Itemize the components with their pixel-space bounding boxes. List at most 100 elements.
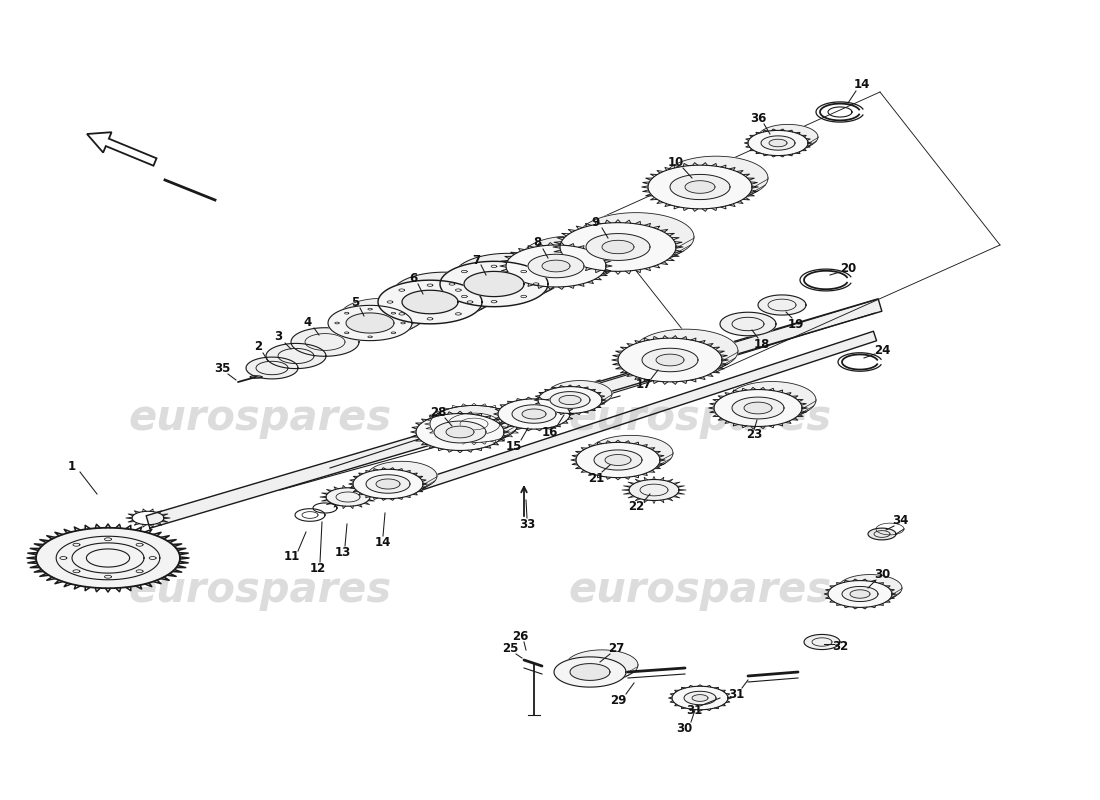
Polygon shape xyxy=(416,414,504,450)
Text: 30: 30 xyxy=(873,567,890,581)
Text: 25: 25 xyxy=(502,642,518,654)
Polygon shape xyxy=(570,664,611,680)
Polygon shape xyxy=(366,474,410,494)
Polygon shape xyxy=(748,130,808,155)
Polygon shape xyxy=(392,272,496,316)
Text: 5: 5 xyxy=(351,295,359,309)
Text: 29: 29 xyxy=(609,694,626,706)
Text: 36: 36 xyxy=(750,111,767,125)
Polygon shape xyxy=(542,260,570,272)
Polygon shape xyxy=(594,450,642,470)
Text: 27: 27 xyxy=(608,642,624,654)
Polygon shape xyxy=(146,298,882,528)
Polygon shape xyxy=(326,488,370,506)
Text: eurospares: eurospares xyxy=(129,569,392,611)
Text: 31: 31 xyxy=(728,687,744,701)
Polygon shape xyxy=(828,581,892,607)
FancyArrow shape xyxy=(87,132,156,166)
Polygon shape xyxy=(498,399,570,429)
Text: 30: 30 xyxy=(675,722,692,734)
Polygon shape xyxy=(464,271,524,297)
Polygon shape xyxy=(692,694,708,702)
Polygon shape xyxy=(618,338,722,382)
Text: 9: 9 xyxy=(592,215,601,229)
Polygon shape xyxy=(454,254,562,298)
Polygon shape xyxy=(554,657,626,687)
Polygon shape xyxy=(36,528,180,588)
Polygon shape xyxy=(758,125,818,150)
Text: 23: 23 xyxy=(746,429,762,442)
Polygon shape xyxy=(440,262,548,306)
Polygon shape xyxy=(246,357,298,379)
Polygon shape xyxy=(340,298,424,334)
Polygon shape xyxy=(522,409,546,419)
Polygon shape xyxy=(634,329,738,373)
Polygon shape xyxy=(566,650,638,680)
Polygon shape xyxy=(842,586,878,602)
Polygon shape xyxy=(506,245,606,287)
Polygon shape xyxy=(430,406,518,442)
Polygon shape xyxy=(670,174,730,199)
Polygon shape xyxy=(434,421,486,443)
Text: 10: 10 xyxy=(668,155,684,169)
Polygon shape xyxy=(648,165,752,209)
Polygon shape xyxy=(714,390,802,426)
Text: 24: 24 xyxy=(873,343,890,357)
Polygon shape xyxy=(576,442,660,478)
Text: 22: 22 xyxy=(628,499,645,513)
Text: 3: 3 xyxy=(274,330,282,343)
Text: 11: 11 xyxy=(284,550,300,563)
Text: 15: 15 xyxy=(506,439,522,453)
Text: 26: 26 xyxy=(512,630,528,642)
Polygon shape xyxy=(292,328,359,356)
Polygon shape xyxy=(446,426,474,438)
Text: 1: 1 xyxy=(68,459,76,473)
Polygon shape xyxy=(559,395,581,405)
Text: 19: 19 xyxy=(788,318,804,331)
Polygon shape xyxy=(758,295,806,315)
Polygon shape xyxy=(656,354,684,366)
Polygon shape xyxy=(720,312,775,336)
Polygon shape xyxy=(684,691,716,705)
Text: 18: 18 xyxy=(754,338,770,350)
Polygon shape xyxy=(378,280,482,324)
Polygon shape xyxy=(838,574,902,602)
Polygon shape xyxy=(522,236,622,278)
Polygon shape xyxy=(528,254,584,278)
Polygon shape xyxy=(588,435,673,470)
Text: 13: 13 xyxy=(334,546,351,558)
Polygon shape xyxy=(548,381,612,407)
Text: 17: 17 xyxy=(636,378,652,390)
Text: 20: 20 xyxy=(840,262,856,274)
Polygon shape xyxy=(850,590,870,598)
Text: 34: 34 xyxy=(892,514,909,526)
Text: 7: 7 xyxy=(472,254,480,266)
Polygon shape xyxy=(602,240,634,254)
Polygon shape xyxy=(578,213,694,262)
Polygon shape xyxy=(664,156,768,200)
Text: 31: 31 xyxy=(686,703,702,717)
Text: eurospares: eurospares xyxy=(569,397,832,439)
Polygon shape xyxy=(672,686,728,710)
Text: 4: 4 xyxy=(304,315,312,329)
Polygon shape xyxy=(629,479,679,501)
Text: 33: 33 xyxy=(519,518,535,530)
Polygon shape xyxy=(804,634,840,650)
Polygon shape xyxy=(868,528,896,540)
Polygon shape xyxy=(376,479,400,489)
Text: 21: 21 xyxy=(587,471,604,485)
Polygon shape xyxy=(367,462,437,490)
Polygon shape xyxy=(642,348,698,372)
Polygon shape xyxy=(586,234,650,261)
Text: eurospares: eurospares xyxy=(569,569,832,611)
Polygon shape xyxy=(328,306,412,341)
Text: 14: 14 xyxy=(854,78,870,90)
Polygon shape xyxy=(761,136,795,150)
Polygon shape xyxy=(685,181,715,194)
Text: 2: 2 xyxy=(254,341,262,354)
Polygon shape xyxy=(538,386,602,414)
Polygon shape xyxy=(560,222,676,271)
Polygon shape xyxy=(512,405,556,423)
Text: 32: 32 xyxy=(832,639,848,653)
Text: 28: 28 xyxy=(430,406,447,418)
